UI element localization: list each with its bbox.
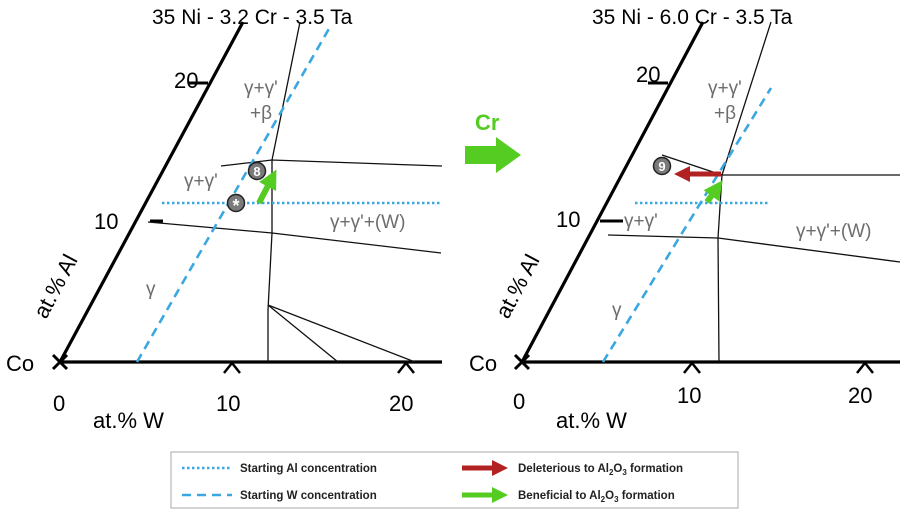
right-tick-label-al-10: 10: [556, 207, 580, 232]
left-phase-gg-beta-2: +β: [250, 103, 272, 124]
cr-arrow-shape: [465, 137, 521, 173]
right-axis-label-w: at.% W: [556, 408, 627, 433]
left-tick-label-w-10: 10: [216, 391, 240, 416]
svg-text:8: 8: [253, 164, 260, 179]
left-marker-star: *: [226, 193, 246, 216]
left-tick-label-al-10: 10: [94, 209, 118, 234]
right-tick-label-al-20: 20: [636, 62, 660, 87]
left-tick-w-10: [223, 360, 241, 374]
left-phase-gg-beta-1: γ+γ': [244, 78, 278, 99]
legend-green-label: Beneficial to Al2O3 formation: [518, 490, 675, 504]
legend-red-label: Deleterious to Al2O3 formation: [518, 463, 683, 477]
left-starting-w-line: [135, 26, 332, 363]
left-panel: 35 Ni - 3.2 Cr - 3.5 Ta 20 10 at.% Al Co…: [6, 6, 443, 433]
left-phase-boundaries: [147, 21, 443, 363]
svg-text:9: 9: [658, 159, 665, 174]
left-origin-cross: [51, 353, 69, 371]
right-phase-gg-beta-2: +β: [714, 103, 736, 124]
right-tick-w-20: [856, 360, 874, 374]
left-axis-label-al: at.% Al: [28, 250, 82, 322]
legend-dotted-label: Starting Al concentration: [240, 463, 377, 475]
right-phase-gg-beta-1: γ+γ': [708, 78, 742, 99]
cr-increase-arrow: Cr: [465, 110, 521, 173]
left-phase-ggw: γ+γ'+(W): [330, 212, 405, 233]
right-starting-w-line: [601, 87, 773, 363]
right-green-arrow: [703, 180, 723, 204]
svg-text:*: *: [232, 196, 239, 216]
right-tick-w-10: [683, 360, 701, 374]
left-green-arrow: [256, 169, 277, 205]
legend: Starting Al concentration Starting W con…: [170, 451, 739, 509]
left-axis-label-w: at.% W: [93, 408, 164, 433]
left-al-axis: [58, 21, 245, 363]
left-tick-w-20: [397, 360, 415, 374]
right-origin-label: Co: [469, 351, 497, 376]
right-phase-boundaries: [607, 21, 901, 363]
right-phase-gg: γ+γ': [624, 211, 658, 232]
left-phase-gg: γ+γ': [184, 171, 218, 192]
right-title: 35 Ni - 6.0 Cr - 3.5 Ta: [592, 6, 793, 29]
right-al-axis: [520, 21, 705, 363]
right-marker-9: 9: [652, 156, 672, 176]
cr-arrow-label: Cr: [475, 110, 500, 135]
left-marker-8: 8: [247, 161, 267, 181]
right-tick-label-w-10: 10: [677, 383, 701, 408]
right-axis-label-al: at.% Al: [490, 250, 544, 322]
left-tick-label-al-20: 20: [174, 68, 198, 93]
left-title: 35 Ni - 3.2 Cr - 3.5 Ta: [152, 6, 353, 29]
right-tick-label-w-0: 0: [513, 389, 525, 414]
legend-dashed-label: Starting W concentration: [240, 490, 377, 502]
left-tick-label-w-0: 0: [53, 391, 65, 416]
right-tick-label-w-20: 20: [848, 383, 872, 408]
left-tick-label-w-20: 20: [389, 391, 413, 416]
right-phase-g: γ: [612, 300, 622, 321]
right-phase-ggw: γ+γ'+(W): [796, 221, 871, 242]
left-origin-label: Co: [6, 351, 34, 376]
legend-box: [170, 451, 739, 509]
right-origin-cross: [513, 353, 531, 371]
right-panel: 35 Ni - 6.0 Cr - 3.5 Ta 20 10 at.% Al Co…: [469, 6, 901, 433]
left-phase-g: γ: [146, 279, 156, 300]
